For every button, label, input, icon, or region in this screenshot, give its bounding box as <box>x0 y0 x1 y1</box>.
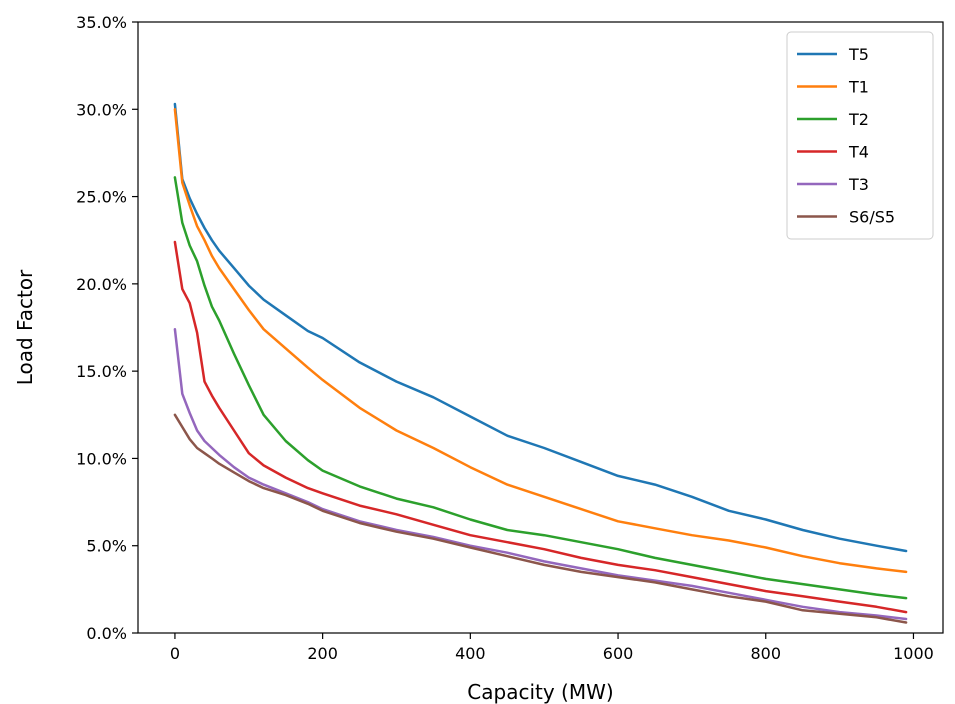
legend-label-t4: T4 <box>848 143 869 162</box>
y-tick-label: 30.0% <box>76 100 127 119</box>
y-tick-label: 15.0% <box>76 362 127 381</box>
x-tick-label: 400 <box>455 644 486 663</box>
y-axis-label: Load Factor <box>13 269 37 385</box>
series-line-t3 <box>173 327 908 621</box>
series-layer <box>173 102 908 624</box>
y-tick-label: 10.0% <box>76 449 127 468</box>
axes-layer: 0 200 400 600 800 1000 0.0% 5.0% 10.0% 15.0% 20.0%… <box>13 13 944 704</box>
legend-label-t2: T2 <box>848 110 869 129</box>
series-line-s6-s5 <box>173 413 908 624</box>
series-line-t4 <box>173 240 908 614</box>
legend-label-t5: T5 <box>848 45 869 64</box>
legend-label-t1: T1 <box>848 78 869 97</box>
x-tick-label: 0 <box>170 644 180 663</box>
y-tick-label: 35.0% <box>76 13 127 32</box>
plot-frame <box>137 21 944 634</box>
x-tick-label: 800 <box>750 644 781 663</box>
legend-label-s6-s5: S6/S5 <box>849 208 895 227</box>
legend: T5 T1 T2 T4 T3 S6/S5 <box>786 31 934 240</box>
y-tick-label: 0.0% <box>86 624 127 643</box>
y-tick-label: 5.0% <box>86 537 127 556</box>
series-line-t5 <box>173 102 908 553</box>
series-line-t2 <box>173 176 908 600</box>
x-tick-label: 200 <box>307 644 338 663</box>
legend-label-t3: T3 <box>848 175 869 194</box>
series-line-t1 <box>173 108 908 574</box>
x-tick-label: 1000 <box>893 644 934 663</box>
legend-box <box>786 31 934 240</box>
y-tick-label: 25.0% <box>76 188 127 207</box>
x-axis-label: Capacity (MW) <box>467 680 613 704</box>
y-tick-label: 20.0% <box>76 275 127 294</box>
x-tick-label: 600 <box>603 644 634 663</box>
